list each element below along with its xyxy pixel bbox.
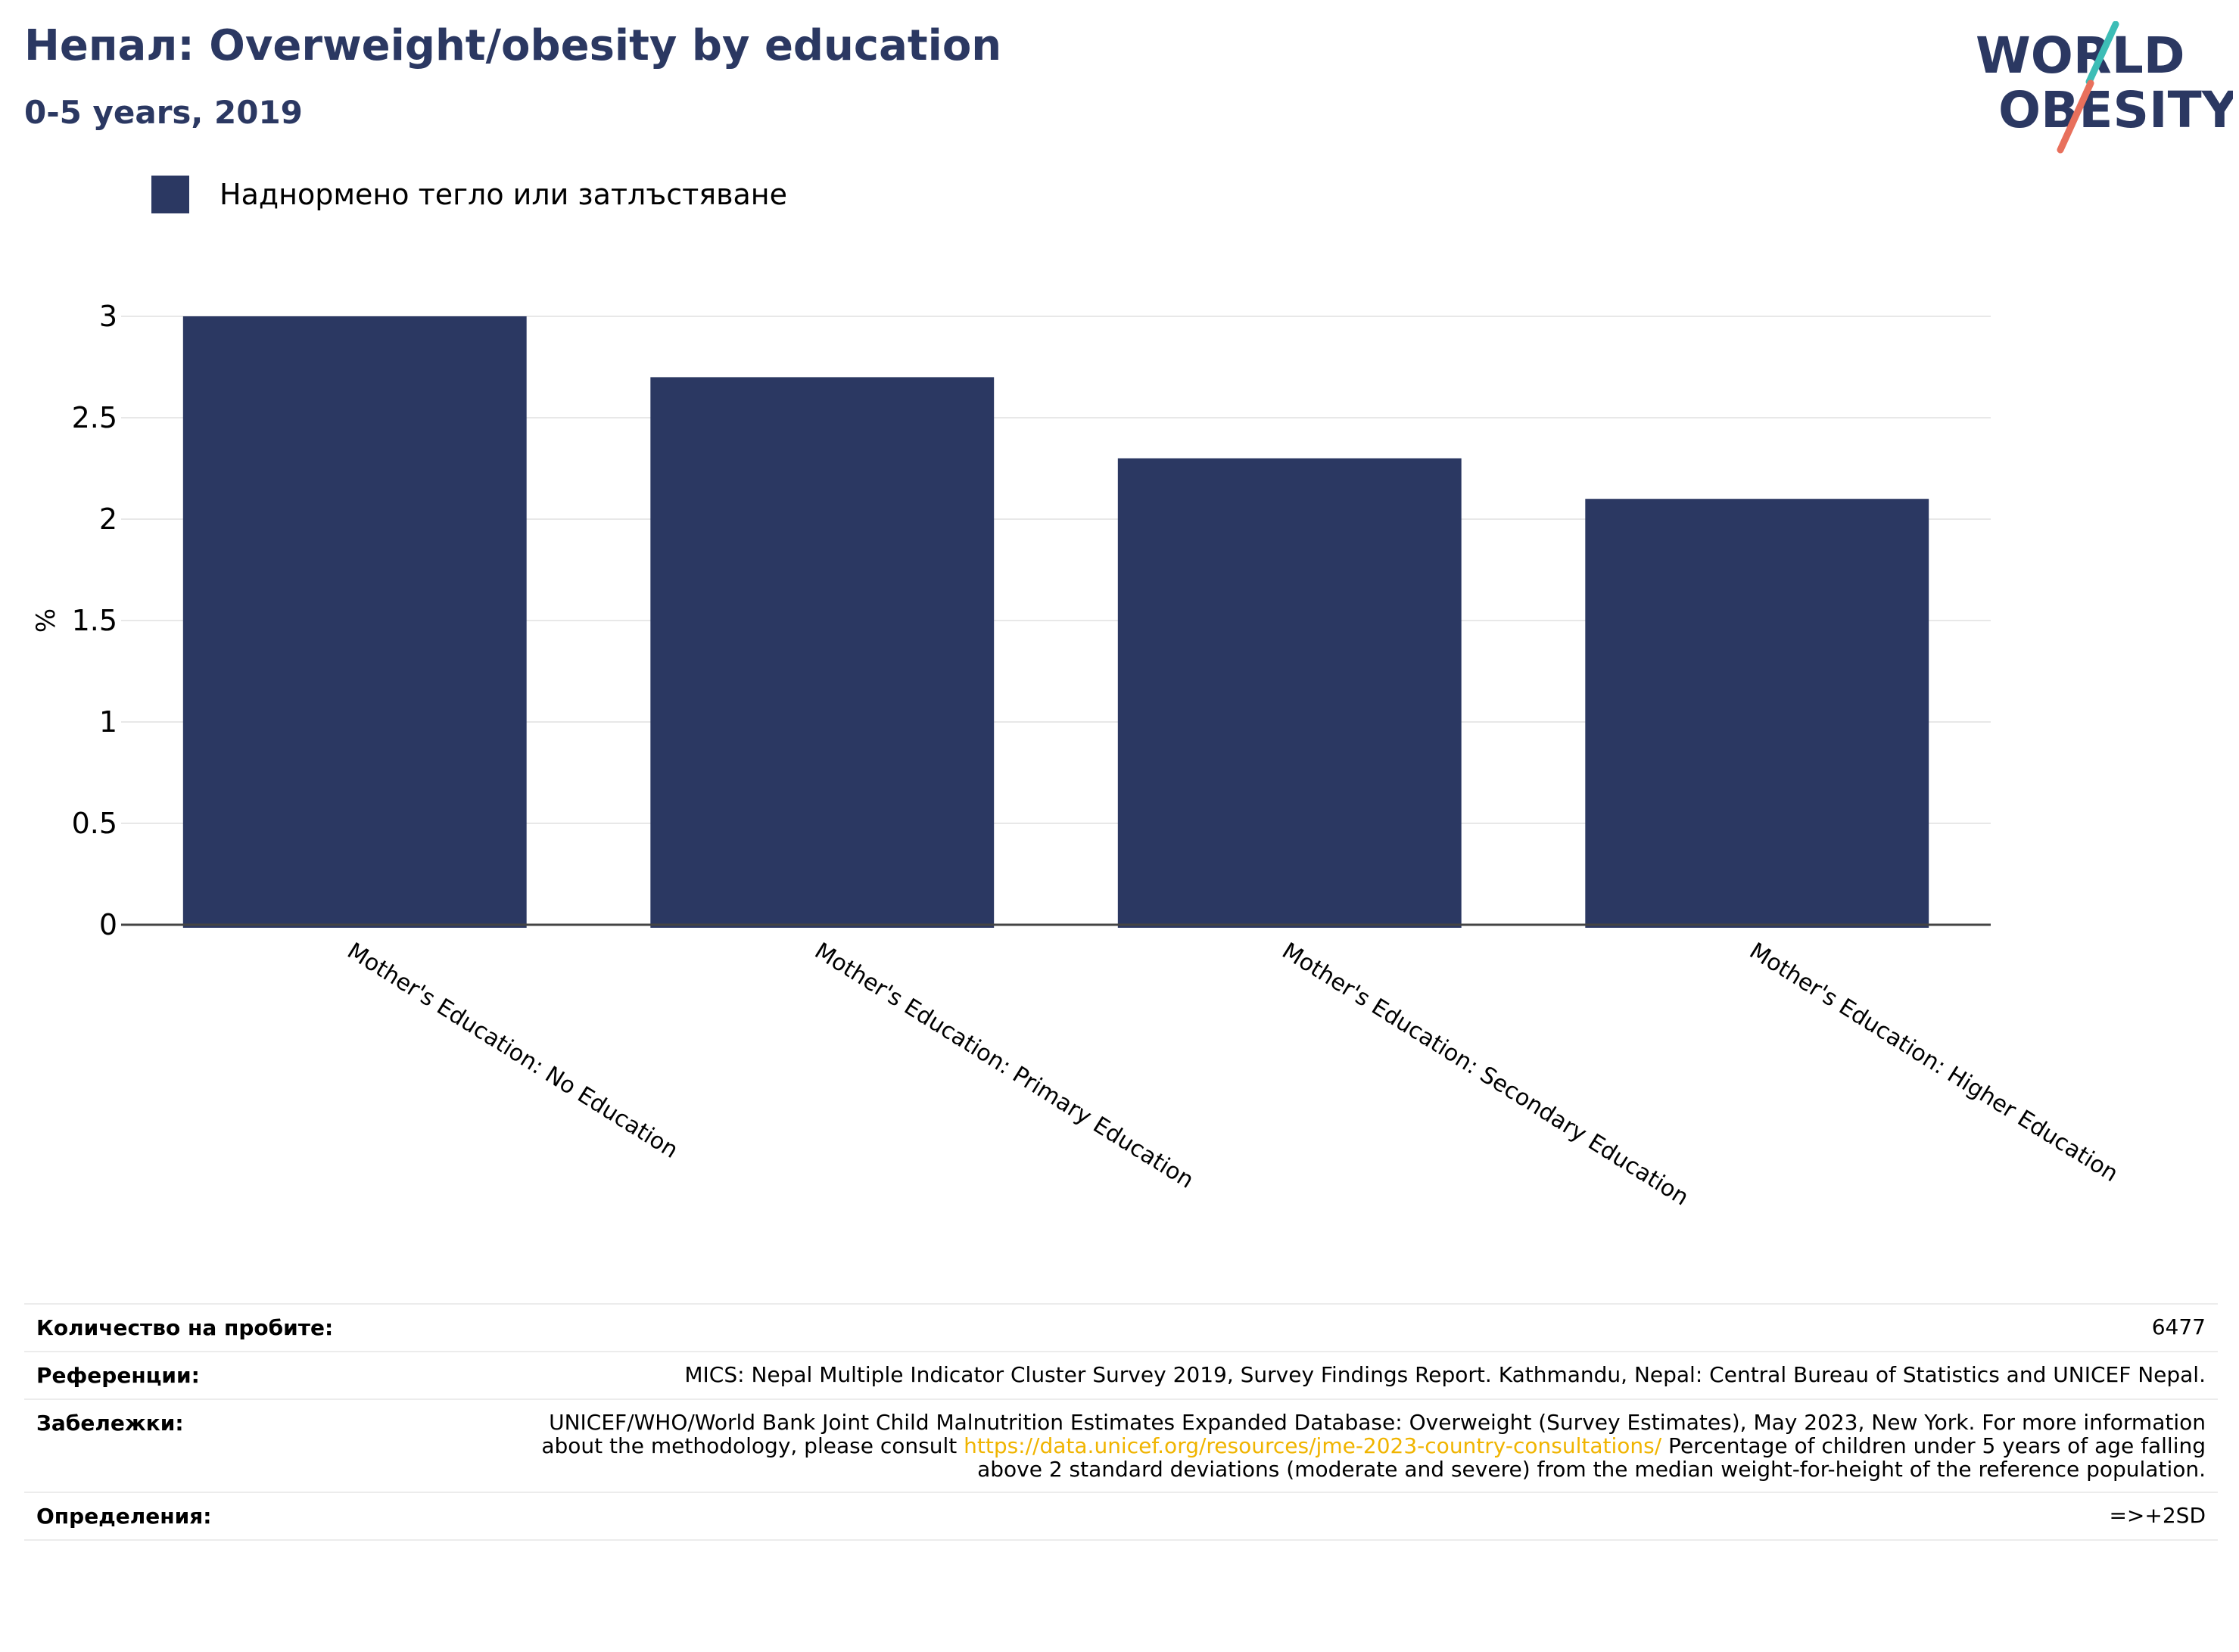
bar [182,316,527,928]
y-tick-label: 0 [99,908,117,941]
y-tick-label: 1.5 [72,604,117,637]
legend-swatch [151,176,189,213]
info-value: =>+2SD [2109,1503,2206,1528]
page-title: Непал: Overweight/obesity by education [24,21,1002,70]
info-table: Количество на пробите: 6477 Референции: … [24,1303,2218,1541]
x-tick-label: Mother's Education: Primary Education [810,938,1198,1194]
x-tick-label: Mother's Education: Secondary Education [1278,938,1693,1211]
methodology-link[interactable]: https://data.unicef.org/resources/jme-20… [964,1433,1662,1458]
chart-legend[interactable]: Наднормено тегло или затлъстяване [151,176,787,213]
info-key: Референции: [36,1363,200,1388]
y-tick-label: 2.5 [72,401,117,434]
info-row-definitions: Определения: =>+2SD [24,1492,2218,1541]
logo-slash-coral [2057,79,2094,154]
logo-slash-teal [2085,21,2119,86]
legend-label: Наднормено тегло или затлъстяване [220,178,787,211]
y-tick-label: 2 [99,502,117,536]
info-key: Забележки: [36,1411,184,1436]
notes-text-pre: UNICEF/WHO/World Bank Joint Child Malnut… [541,1410,2206,1458]
info-row-references: Референции: MICS: Nepal Multiple Indicat… [24,1351,2218,1398]
world-obesity-logo: WORLD OBESITY [1976,21,2233,154]
page-subtitle: 0-5 years, 2019 [24,94,303,131]
info-row-sample-size: Количество на пробите: 6477 [24,1303,2218,1351]
x-tick-label: Mother's Education: No Education [343,938,683,1164]
bar [1117,458,1462,928]
y-tick-label: 3 [99,300,117,333]
info-value: MICS: Nepal Multiple Indicator Cluster S… [684,1362,2206,1387]
notes-text-post: Percentage of children under 5 years of … [977,1433,2206,1482]
info-row-notes: Забележки: UNICEF/WHO/World Bank Joint C… [24,1398,2218,1492]
bar [650,377,995,928]
info-key: Количество на пробите: [36,1315,334,1340]
y-axis-label: % [31,608,61,633]
y-tick-label: 1 [99,705,117,739]
y-tick-label: 0.5 [72,807,117,840]
logo-text-world: WORLD [1976,26,2185,85]
bar [1585,499,1929,928]
info-value: UNICEF/WHO/World Bank Joint Child Malnut… [528,1400,2218,1492]
info-key: Определения: [36,1504,212,1529]
logo-text-obesity: OBESITY [1998,81,2233,139]
bar-chart: 0 0.5 1 1.5 2 2.5 3% Mother's Education: No Edu… [31,300,2122,1212]
info-value: 6477 [2151,1314,2206,1339]
x-tick-label: Mother's Education: Higher Education [1745,938,2122,1187]
